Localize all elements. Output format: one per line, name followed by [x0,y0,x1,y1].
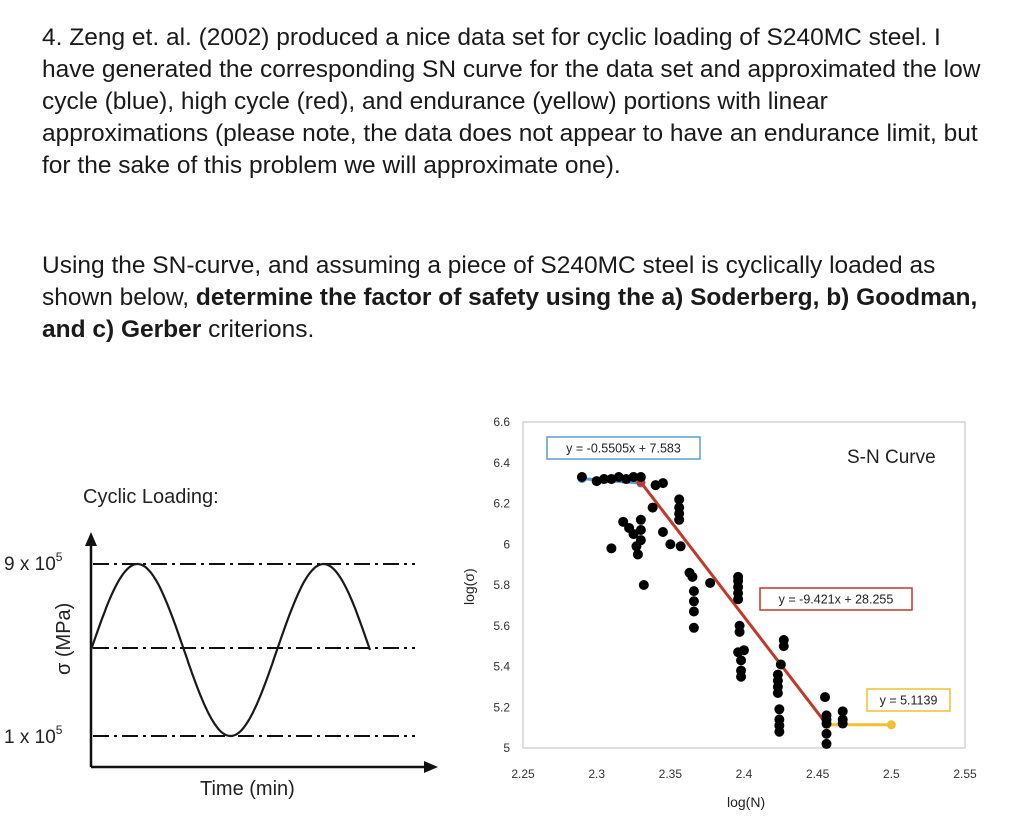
fit-equation-boxes: y = -0.5505x + 7.583 y = -9.421x + 28.255… [546,436,951,712]
data-point [734,626,745,637]
fit-equation-box [546,436,701,460]
data-point [688,606,699,617]
x-tick-label: 2.45 [806,767,830,781]
x-tick-labels: 2.25 2.3 2.35 2.4 2.45 2.5 2.55 [511,767,977,781]
data-point [821,738,832,749]
data-point [687,571,698,582]
x-tick-label: 2.25 [511,767,535,781]
data-point [837,718,848,729]
data-point [635,472,646,483]
y-axis-label: log(σ) [461,568,477,605]
data-point [606,543,617,554]
cyclic-loading-figure: Cyclic Loading: σ (MPa) 9 x 105 1 x 105 … [0,470,440,812]
sn-chart-svg: 55.25.45.65.866.26.46.6 2.25 2.3 2.35 2.4 2.… [461,415,977,810]
data-point [635,514,646,525]
x-tick-label: 2.35 [659,767,683,781]
y-tick-label: 6.4 [493,456,510,470]
fit-equation-label: y = -0.5505x + 7.583 [566,442,681,456]
y-tick-label: 6.2 [493,497,510,511]
cyclic-x-axis-arrow [424,761,438,773]
problem-paragraph-2: Using the SN-curve, and assuming a piece… [42,250,982,346]
max-stress-label: 9 x 105 [4,550,63,575]
cyclic-x-label: Time (min) [200,778,295,800]
x-tick-label: 2.4 [736,767,753,781]
y-tick-label: 5 [503,741,510,755]
data-point [820,692,831,703]
fit-equation-box [866,688,951,712]
y-tick-label: 6.6 [493,415,510,429]
x-tick-label: 2.55 [953,767,977,781]
data-point [736,655,747,666]
data-point [837,706,848,717]
data-point [628,472,639,483]
data-point [635,535,646,546]
data-point [688,586,699,597]
cyclic-y-label: σ (MPa) [53,603,75,675]
problem-task-text: Using the SN-curve, and assuming a piece… [42,252,936,311]
y-tick-label: 5.2 [493,700,510,714]
fit-equation-label: y = 5.1139 [880,694,938,708]
cyclic-loading-title: Cyclic Loading: [83,486,219,508]
stress-sine-wave [89,562,372,738]
problem-task-end: criterions. [201,316,315,343]
data-point [628,529,639,540]
problem-task-bold: determine the factor of safety using the… [42,284,978,343]
y-tick-label: 5.4 [493,660,510,674]
data-point [599,474,610,485]
data-point [775,659,786,670]
min-stress-label: 1 x 105 [4,723,63,748]
problem-number: 4. [42,24,63,51]
data-point [733,594,744,605]
data-point [772,687,783,698]
plot-area-frame [522,421,966,749]
data-point [657,478,668,489]
data-points [576,472,848,749]
data-point [821,728,832,739]
data-point [736,671,747,682]
data-point [688,622,699,633]
fit-line [639,481,828,726]
data-point [774,704,785,715]
problem-paragraph-1: 4. Zeng et. al. (2002) produced a nice d… [42,22,982,182]
fit-equation-label: y = -9.421x + 28.255 [779,593,894,607]
y-tick-label: 6 [503,537,510,551]
y-tick-label: 5.6 [493,619,510,633]
data-point [635,524,646,535]
x-tick-label: 2.5 [883,767,900,781]
sn-chart: 5 5.2 5.4 5.6 5.8 6 6.2 6.4 6.6 2.25 2.3 2.35 2.4 2.… [455,405,1019,812]
y-tick-label: 5.8 [493,578,510,592]
data-point [665,539,676,550]
data-point [647,502,658,513]
fit-endpoint [886,720,896,730]
chart-title: S-N Curve [847,447,936,468]
data-point [638,580,649,590]
data-point [705,577,716,588]
data-point [576,472,587,483]
data-point [674,494,685,505]
y-tick-labels: 5 5.2 5.4 5.6 5.8 6 6.2 6.4 6.6 [493,415,510,755]
data-point [821,718,832,729]
problem-intro-text: Zeng et. al. (2002) produced a nice data… [42,24,981,179]
data-point [739,645,749,656]
x-tick-label: 2.3 [588,767,605,781]
data-point [675,541,686,552]
data-point [657,527,668,538]
data-point [688,596,699,607]
data-point [778,641,789,652]
data-point [774,726,785,737]
fit-equation-box [759,587,913,611]
x-axis-label: log(N) [727,794,765,810]
cyclic-y-axis-arrow [85,532,97,546]
cyclic-loading-svg: Cyclic Loading: σ (MPa) 9 x 105 1 x 105 … [4,486,438,800]
data-point [674,514,685,525]
data-point [632,549,643,560]
